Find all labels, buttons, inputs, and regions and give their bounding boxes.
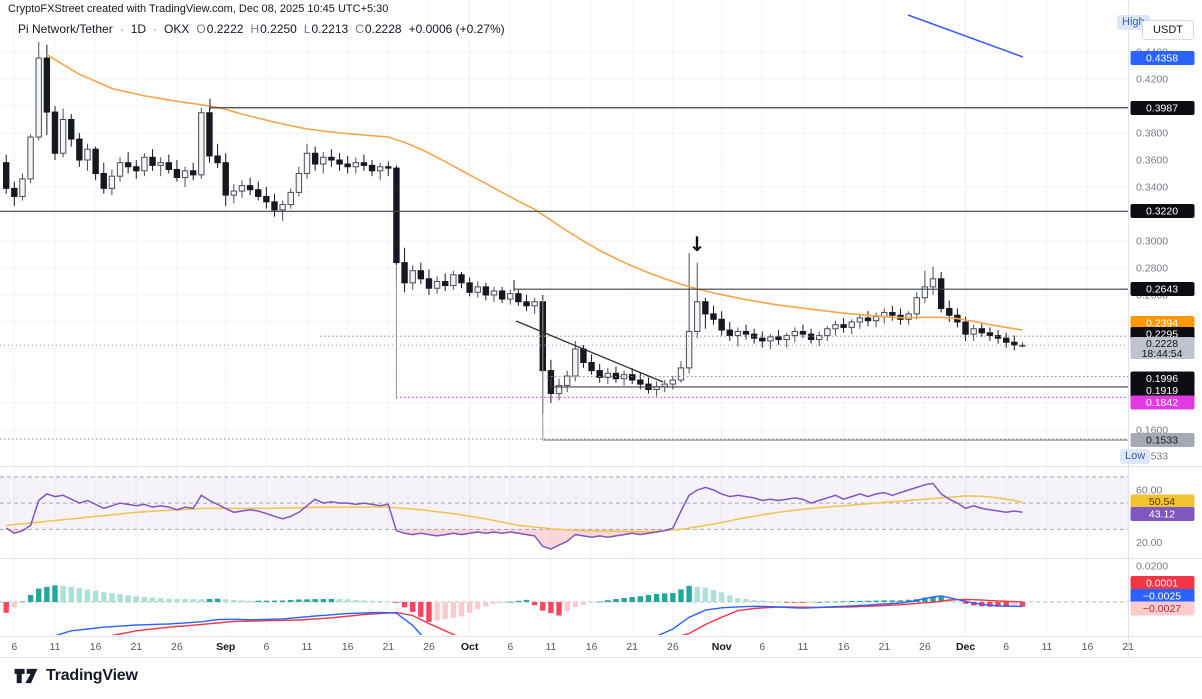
tradingview-logo: TradingView bbox=[13, 666, 138, 686]
svg-text:11: 11 bbox=[302, 641, 313, 653]
svg-text:6: 6 bbox=[263, 641, 269, 653]
macd-panel-series bbox=[3, 585, 1026, 635]
symbol-name[interactable]: Pi Network/Tether bbox=[18, 22, 113, 36]
svg-text:50.54: 50.54 bbox=[1149, 496, 1175, 508]
svg-text:0.1996: 0.1996 bbox=[1146, 373, 1178, 385]
svg-text:0.1842: 0.1842 bbox=[1146, 397, 1178, 409]
svg-text:26: 26 bbox=[919, 641, 931, 653]
svg-text:0.3000: 0.3000 bbox=[1136, 236, 1168, 248]
down-arrow-marker: ↓ bbox=[689, 232, 706, 256]
svg-text:0.3800: 0.3800 bbox=[1136, 128, 1168, 140]
low-marker-badge: Low bbox=[1120, 449, 1151, 464]
svg-text:11: 11 bbox=[545, 641, 556, 653]
svg-text:0.4200: 0.4200 bbox=[1136, 74, 1168, 86]
svg-text:0.4358: 0.4358 bbox=[1146, 53, 1178, 65]
svg-text:11: 11 bbox=[1041, 641, 1052, 653]
svg-text:−0.0025: −0.0025 bbox=[1143, 591, 1181, 603]
svg-text:Sep: Sep bbox=[216, 641, 235, 653]
ohlc-close: C 0.2228 bbox=[355, 22, 402, 36]
svg-text:11: 11 bbox=[50, 641, 61, 653]
svg-text:0.2228: 0.2228 bbox=[1146, 338, 1178, 350]
svg-text:−0.0027: −0.0027 bbox=[1143, 603, 1181, 615]
svg-text:16: 16 bbox=[342, 641, 354, 653]
ohlc-low: L 0.2213 bbox=[303, 22, 349, 36]
svg-text:21: 21 bbox=[626, 641, 638, 653]
svg-text:0.0200: 0.0200 bbox=[1136, 561, 1168, 573]
currency-toggle-button[interactable]: USDT bbox=[1142, 20, 1194, 40]
svg-text:6: 6 bbox=[759, 641, 765, 653]
svg-text:6: 6 bbox=[11, 641, 17, 653]
tradingview-logo-icon bbox=[14, 668, 38, 684]
exchange[interactable]: OKX bbox=[164, 22, 190, 36]
chart-canvas[interactable]: ↓0.44000.42000.40000.38000.36000.34000.3… bbox=[0, 0, 1202, 658]
svg-text:26: 26 bbox=[423, 641, 435, 653]
svg-text:0.0001: 0.0001 bbox=[1146, 578, 1178, 590]
svg-text:0.3600: 0.3600 bbox=[1136, 155, 1168, 167]
svg-text:26: 26 bbox=[171, 641, 183, 653]
svg-text:0.2643: 0.2643 bbox=[1146, 284, 1178, 296]
symbol-header: Pi Network/Tether · 1D · OKX O 0.2222 H 0.… bbox=[18, 22, 505, 36]
svg-text:18:44:54: 18:44:54 bbox=[1142, 348, 1183, 360]
price-change: +0.0006 (+0.27%) bbox=[408, 22, 505, 36]
tradingview-logo-text: TradingView bbox=[46, 667, 138, 684]
attribution-text: CryptoFXStreet created with TradingView.… bbox=[8, 3, 389, 15]
timeframe[interactable]: 1D bbox=[130, 22, 147, 36]
macd-line bbox=[55, 595, 1023, 635]
macd-signal-line bbox=[110, 598, 1023, 635]
svg-text:21: 21 bbox=[878, 641, 890, 653]
svg-text:0.2394: 0.2394 bbox=[1146, 318, 1178, 330]
ohlc-high: H 0.2250 bbox=[250, 22, 297, 36]
svg-text:26: 26 bbox=[667, 641, 679, 653]
svg-text:0.1533: 0.1533 bbox=[1146, 435, 1178, 447]
svg-text:16: 16 bbox=[1082, 641, 1094, 653]
svg-text:0.2800: 0.2800 bbox=[1136, 263, 1168, 275]
svg-text:0.3400: 0.3400 bbox=[1136, 182, 1168, 194]
svg-text:Oct: Oct bbox=[461, 641, 479, 653]
price-axis-labels: 0.44000.42000.40000.38000.36000.34000.32… bbox=[1130, 47, 1195, 616]
high-marker-badge: High bbox=[1117, 15, 1150, 30]
drawings[interactable]: ↓ bbox=[0, 14, 1128, 441]
svg-text:21: 21 bbox=[130, 641, 142, 653]
separator: · bbox=[153, 22, 158, 36]
svg-text:16: 16 bbox=[90, 641, 102, 653]
svg-text:0.3220: 0.3220 bbox=[1146, 206, 1178, 218]
svg-text:6: 6 bbox=[507, 641, 513, 653]
svg-text:Nov: Nov bbox=[712, 641, 732, 653]
svg-text:6: 6 bbox=[1003, 641, 1009, 653]
blue-trendline bbox=[907, 14, 1024, 58]
ohlc-open: O 0.2222 bbox=[196, 22, 244, 36]
svg-text:16: 16 bbox=[586, 641, 598, 653]
separator: · bbox=[119, 22, 124, 36]
svg-text:43.12: 43.12 bbox=[1149, 509, 1175, 521]
svg-text:21: 21 bbox=[382, 641, 394, 653]
svg-text:Dec: Dec bbox=[956, 641, 975, 653]
rsi-line bbox=[5, 482, 1023, 550]
svg-text:60.00: 60.00 bbox=[1136, 485, 1162, 497]
svg-text:21: 21 bbox=[1122, 641, 1134, 653]
svg-text:0.1919: 0.1919 bbox=[1146, 385, 1178, 397]
svg-text:20.00: 20.00 bbox=[1136, 537, 1162, 549]
svg-text:11: 11 bbox=[798, 641, 809, 653]
svg-text:0.3987: 0.3987 bbox=[1146, 103, 1178, 115]
svg-text:16: 16 bbox=[838, 641, 850, 653]
time-axis-labels: 6 11 16 21 26 Sep 6 11 16 21 26 Oct 6 11 16 21 26 Nov 6 11 1… bbox=[11, 641, 1134, 653]
